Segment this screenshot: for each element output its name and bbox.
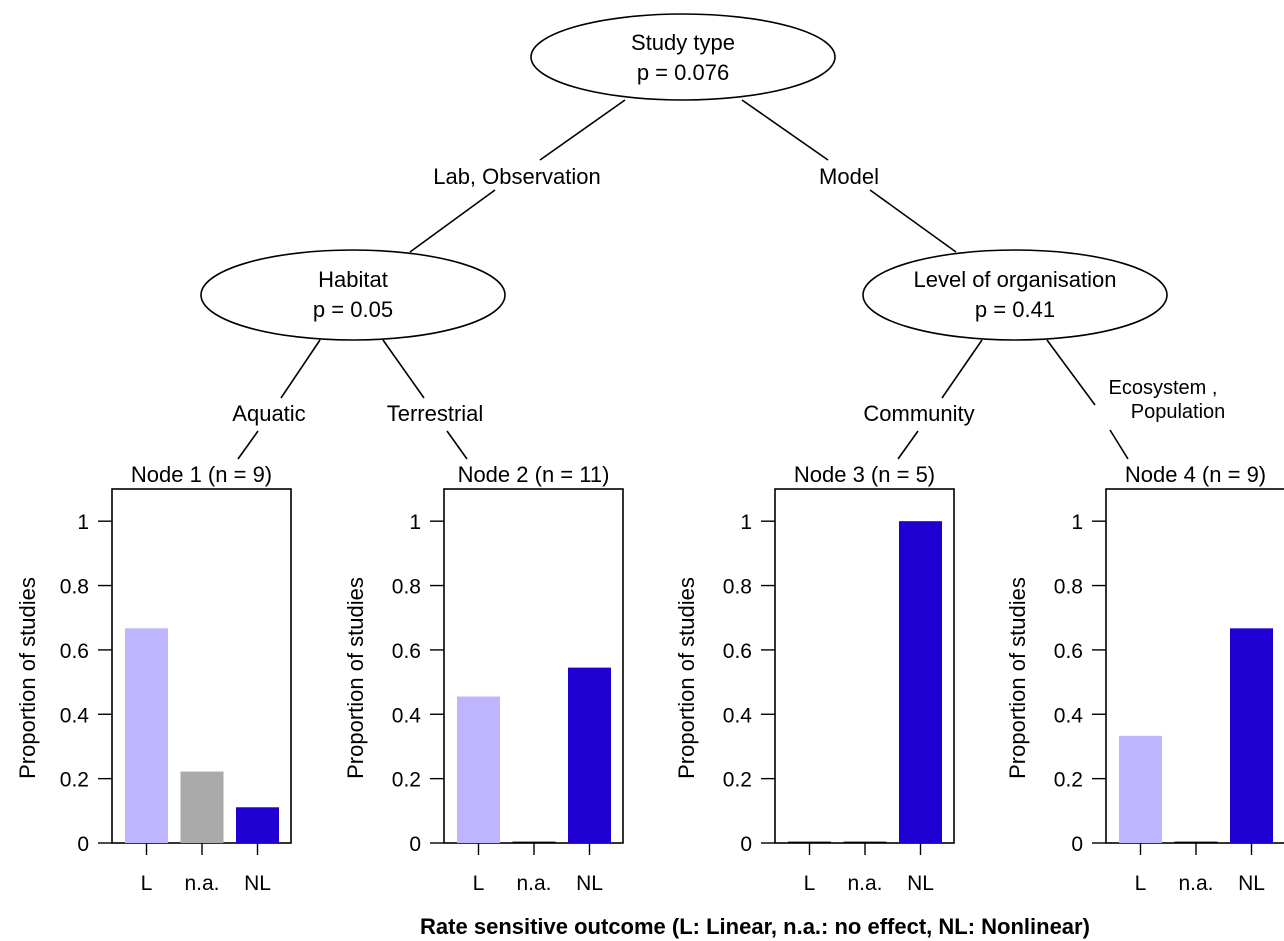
node-1-ytick-label: 0.4 [60,704,90,727]
node-4-ytick-label: 0.8 [1054,576,1083,599]
node-1-ytick-label: 0.2 [60,769,89,792]
node-1-bar-na [180,771,224,843]
node-4-ylabel: Proportion of studies [1005,577,1030,779]
edge-habitat-terrestrial-upper [382,339,425,399]
node-1-ytick-label: 1 [77,511,89,534]
node-2-ytick-label: 0.2 [392,769,421,792]
node-1-title: Node 1 (n = 9) [131,462,272,487]
node-1-ylabel: Proportion of studies [15,577,40,779]
node-1-bar-NL [236,807,279,843]
node-1-xtick-label: L [141,872,153,895]
organisation-node: Level of organisation p = 0.41 [862,249,1168,341]
organisation-node-ellipse [862,249,1168,341]
edge-org-ecosystem-lower [1109,429,1129,460]
node-1-xtick-label: n.a. [184,872,219,895]
node-2-ytick-label: 0.8 [392,576,421,599]
node-2-bar-L [457,696,500,843]
node-3-ytick-label: 0.8 [723,576,752,599]
organisation-node-label: Level of organisation [913,267,1116,292]
node-4-xtick-label: NL [1238,872,1265,895]
node-4-title: Node 4 (n = 9) [1125,462,1266,487]
edge-label-aquatic: Aquatic [232,401,305,426]
edge-root-left-lower [409,189,496,253]
node-3-bar-NL [899,521,942,843]
node-4-ytick-label: 0.6 [1054,640,1083,663]
node-2-xtick-label: NL [576,872,603,895]
node-1-xtick-label: NL [244,872,271,895]
node-2-xtick-label: n.a. [516,872,551,895]
root-node-pvalue: p = 0.076 [637,60,729,85]
node-3-panel: Node 3 (n = 5) 0 0.2 0.4 0.6 0.8 1 Proportion o… [674,462,955,895]
edge-root-right-upper [741,99,829,161]
node-2-bar-NL [568,667,611,843]
node-1-ytick-label: 0.8 [60,576,89,599]
node-2-ytick-label: 1 [409,511,421,534]
edge-label-ecosystem: Ecosystem , [1109,377,1218,399]
node-4-xtick-label: n.a. [1178,872,1213,895]
edge-org-ecosystem-upper [1046,339,1096,406]
node-2-xtick-label: L [473,872,485,895]
node-4-panel: Node 4 (n = 9) 0 0.2 0.4 0.6 0.8 1 Proportion o… [1005,462,1284,895]
edge-org-community-lower [897,430,919,460]
edge-label-community: Community [863,401,974,426]
edge-label-model: Model [819,164,879,189]
node-4-ytick-label: 0 [1071,833,1083,856]
edge-habitat-aquatic-upper [280,339,321,399]
edge-org-community-upper [941,339,983,399]
node-2-ylabel: Proportion of studies [343,577,368,779]
node-3-xtick-label: n.a. [847,872,882,895]
habitat-node-ellipse [200,249,506,341]
node-4-ytick-label: 0.2 [1054,769,1083,792]
root-node: Study type p = 0.076 [530,13,836,101]
edge-root-right-lower [869,189,957,253]
node-2-ytick-label: 0.6 [392,640,421,663]
node-2-ytick-label: 0 [409,833,421,856]
edge-label-lab-observation: Lab, Observation [433,164,601,189]
habitat-node: Habitat p = 0.05 [200,249,506,341]
node-2-panel: Node 2 (n = 11) 0 0.2 0.4 0.6 0.8 1 Proportion … [343,462,624,895]
node-4-bar-NL [1230,628,1273,843]
tree-edges [237,99,1129,460]
node-3-ytick-label: 0.6 [723,640,752,663]
root-node-ellipse [530,13,836,101]
node-4-xtick-label: L [1135,872,1147,895]
edge-root-left-upper [539,99,626,161]
edge-habitat-aquatic-lower [237,430,259,460]
node-3-xtick-label: L [804,872,816,895]
node-1-ytick-label: 0.6 [60,640,89,663]
node-2-ytick-label: 0.4 [392,704,422,727]
terminal-node-panels: Node 1 (n = 9) 0 0.2 0.4 0.6 0.8 1 Proportion o… [15,462,1284,895]
node-4-ytick-label: 0.4 [1054,704,1084,727]
node-1-panel: Node 1 (n = 9) 0 0.2 0.4 0.6 0.8 1 Proportion o… [15,462,292,895]
edge-label-terrestrial: Terrestrial [387,401,484,426]
edge-habitat-terrestrial-lower [446,430,468,460]
node-3-ytick-label: 0.2 [723,769,752,792]
node-1-ytick-label: 0 [77,833,89,856]
habitat-node-pvalue: p = 0.05 [313,297,393,322]
node-1-bar-L [125,628,168,843]
habitat-node-label: Habitat [318,267,388,292]
node-3-xtick-label: NL [907,872,934,895]
node-4-ytick-label: 1 [1071,511,1083,534]
node-3-ytick-label: 1 [740,511,752,534]
x-axis-label: Rate sensitive outcome (L: Linear, n.a.:… [420,914,1090,939]
root-node-label: Study type [631,30,735,55]
node-4-bar-L [1119,735,1162,843]
node-3-title: Node 3 (n = 5) [794,462,935,487]
node-3-ytick-label: 0.4 [723,704,753,727]
node-3-ylabel: Proportion of studies [674,577,699,779]
node-2-title: Node 2 (n = 11) [458,462,610,487]
node-3-ytick-label: 0 [740,833,752,856]
organisation-node-pvalue: p = 0.41 [975,297,1055,322]
edge-label-population: Population [1131,401,1226,423]
